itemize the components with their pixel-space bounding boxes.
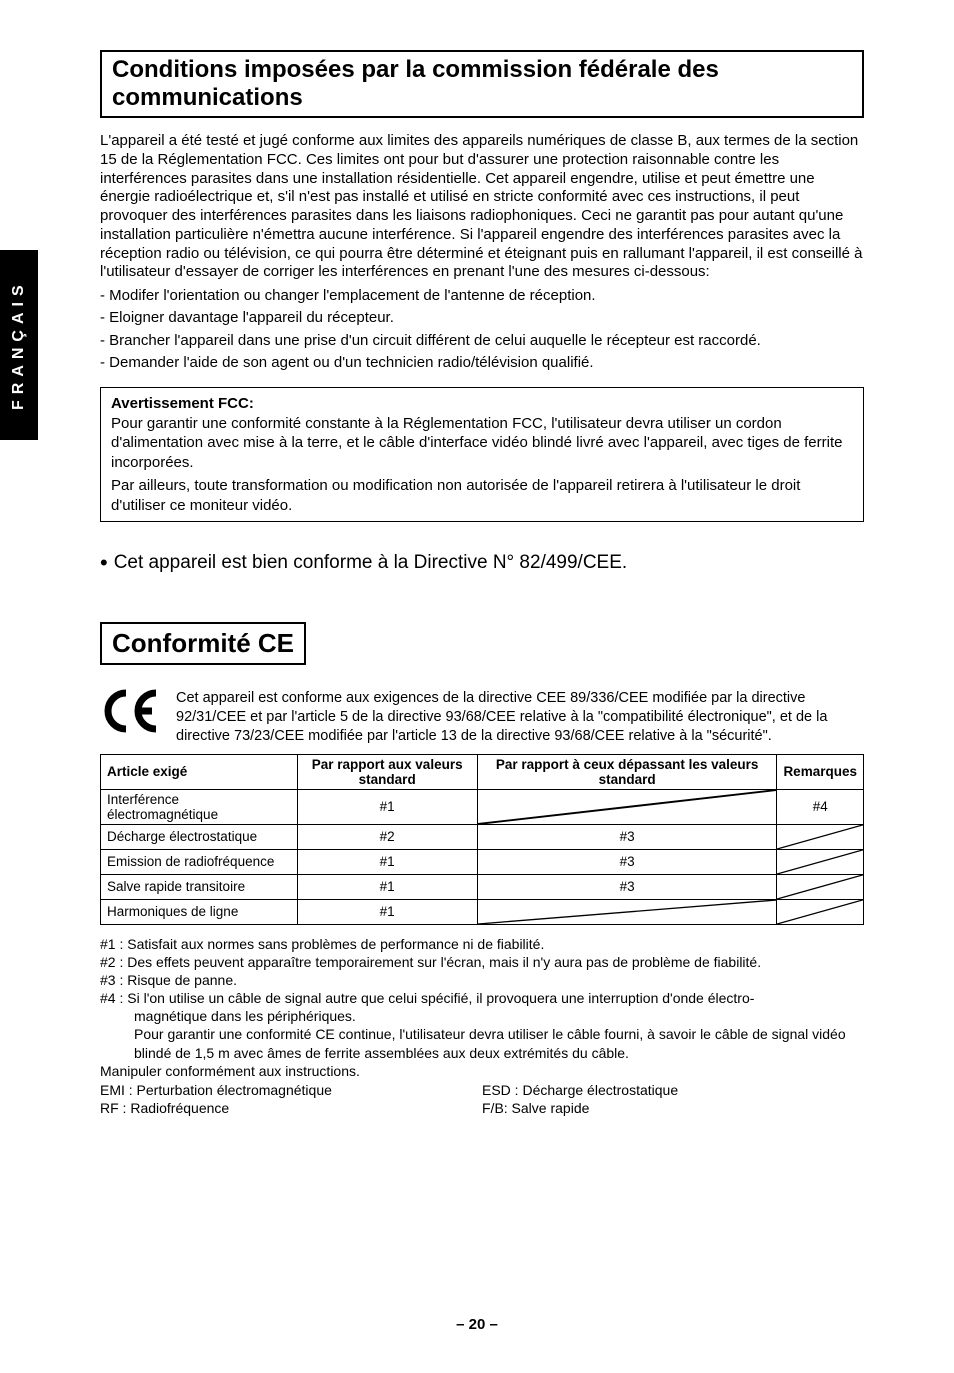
table-cell: Interférence électromagnétique bbox=[101, 789, 298, 824]
bullet-item: - Demander l'aide de son agent ou d'un t… bbox=[100, 353, 864, 373]
fcc-warning-p2: Par ailleurs, toute transformation ou mo… bbox=[111, 476, 853, 515]
directive-line: • Cet appareil est bien conforme à la Dir… bbox=[100, 550, 864, 576]
table-row: Interférence électromagnétique#1 #4 bbox=[101, 789, 864, 824]
directive-text: Cet appareil est bien conforme à la Dire… bbox=[114, 552, 627, 573]
table-cell bbox=[477, 899, 777, 924]
table-cell: #1 bbox=[297, 849, 477, 874]
table-cell bbox=[777, 824, 864, 849]
col-header: Par rapport à ceux dépassant les valeurs… bbox=[477, 754, 777, 789]
section1-paragraph: L'appareil a été testé et jugé conforme … bbox=[100, 132, 864, 282]
table-cell bbox=[777, 899, 864, 924]
abbrev-row2: RF : Radiofréquence F/B: Salve rapide bbox=[100, 1100, 864, 1116]
fcc-warning-box: Avertissement FCC: Pour garantir une con… bbox=[100, 387, 864, 522]
fcc-warning-p1: Pour garantir une conformité constante à… bbox=[111, 414, 853, 473]
note-line: #2 : Des effets peuvent apparaître tempo… bbox=[100, 953, 864, 971]
language-tab: FRANÇAIS bbox=[0, 250, 38, 440]
abbrev-rf: RF : Radiofréquence bbox=[100, 1100, 482, 1116]
table-cell: Salve rapide transitoire bbox=[101, 874, 298, 899]
table-header-row: Article exigé Par rapport aux valeurs st… bbox=[101, 754, 864, 789]
table-cell bbox=[777, 849, 864, 874]
section1-bullets: - Modifer l'orientation ou changer l'emp… bbox=[100, 286, 864, 373]
abbrev-row1: EMI : Perturbation électromagnétique ESD… bbox=[100, 1082, 864, 1098]
table-row: Harmoniques de ligne#1 bbox=[101, 899, 864, 924]
table-row: Décharge électrostatique#2#3 bbox=[101, 824, 864, 849]
note-line: #1 : Satisfait aux normes sans problèmes… bbox=[100, 935, 864, 953]
section1-title: Conditions imposées par la commission fé… bbox=[100, 50, 864, 118]
page: FRANÇAIS Conditions imposées par la comm… bbox=[0, 0, 954, 1373]
note-line-cont: magnétique dans les périphériques. bbox=[100, 1007, 864, 1025]
note-line-cont: Pour garantir une conformité CE continue… bbox=[100, 1025, 864, 1061]
notes: #1 : Satisfait aux normes sans problèmes… bbox=[100, 935, 864, 1081]
bullet-item: - Eloigner davantage l'appareil du récep… bbox=[100, 308, 864, 328]
ce-row: Cet appareil est conforme aux exigences … bbox=[100, 689, 864, 746]
abbrev-fb: F/B: Salve rapide bbox=[482, 1100, 864, 1116]
table-cell: #1 bbox=[297, 789, 477, 824]
table-cell: #3 bbox=[477, 874, 777, 899]
table-cell: #1 bbox=[297, 874, 477, 899]
table-row: Salve rapide transitoire#1#3 bbox=[101, 874, 864, 899]
table-cell: #1 bbox=[297, 899, 477, 924]
table-cell bbox=[477, 789, 777, 824]
bullet-item: - Modifer l'orientation ou changer l'emp… bbox=[100, 286, 864, 306]
table-cell: #4 bbox=[777, 789, 864, 824]
abbrev-esd: ESD : Décharge électrostatique bbox=[482, 1082, 864, 1098]
col-header: Article exigé bbox=[101, 754, 298, 789]
col-header: Remarques bbox=[777, 754, 864, 789]
section2-title: Conformité CE bbox=[100, 622, 306, 665]
ce-section: Conformité CE Cet appareil est conforme … bbox=[100, 622, 864, 1116]
ce-description: Cet appareil est conforme aux exigences … bbox=[176, 689, 864, 746]
bullet-item: - Brancher l'appareil dans une prise d'u… bbox=[100, 331, 864, 351]
ce-mark-icon bbox=[100, 689, 164, 738]
page-number: – 20 – bbox=[0, 1316, 954, 1333]
table-cell: Harmoniques de ligne bbox=[101, 899, 298, 924]
note-line: #4 : Si l'on utilise un câble de signal … bbox=[100, 989, 864, 1007]
col-header: Par rapport aux valeurs standard bbox=[297, 754, 477, 789]
ce-table: Article exigé Par rapport aux valeurs st… bbox=[100, 754, 864, 925]
table-cell: #3 bbox=[477, 824, 777, 849]
note-line: #3 : Risque de panne. bbox=[100, 971, 864, 989]
table-body: Interférence électromagnétique#1#4Déchar… bbox=[101, 789, 864, 924]
table-cell: #3 bbox=[477, 849, 777, 874]
table-cell: Emission de radiofréquence bbox=[101, 849, 298, 874]
table-cell bbox=[777, 874, 864, 899]
table-cell: #2 bbox=[297, 824, 477, 849]
table-cell: Décharge électrostatique bbox=[101, 824, 298, 849]
fcc-warning-title: Avertissement FCC: bbox=[111, 395, 254, 412]
handle-line: Manipuler conformément aux instructions. bbox=[100, 1062, 864, 1080]
bullet-dot-icon: • bbox=[100, 550, 108, 575]
table-row: Emission de radiofréquence#1#3 bbox=[101, 849, 864, 874]
abbrev-emi: EMI : Perturbation électromagnétique bbox=[100, 1082, 482, 1098]
